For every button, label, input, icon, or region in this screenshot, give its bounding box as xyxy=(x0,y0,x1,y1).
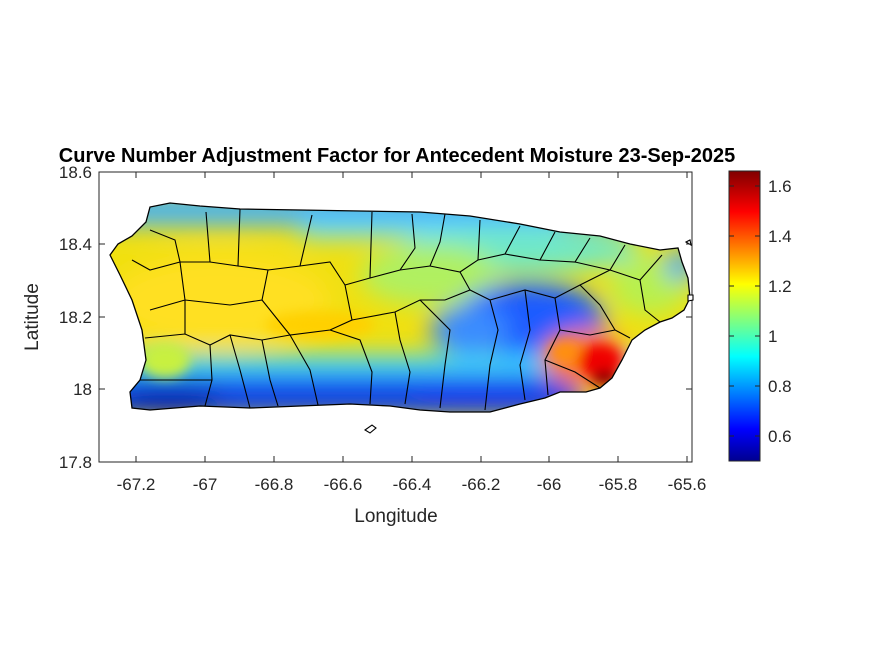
y-tick-label: 17.8 xyxy=(59,453,92,472)
x-tick-label: -66.2 xyxy=(462,475,501,494)
x-tick-label: -66 xyxy=(537,475,562,494)
x-tick-label: -65.6 xyxy=(668,475,707,494)
y-tick-label: 18.6 xyxy=(59,163,92,182)
x-tick-label: -67 xyxy=(193,475,218,494)
y-tick-label: 18.2 xyxy=(59,308,92,327)
x-tick-labels: -67.2 -67 -66.8 -66.6 -66.4 -66.2 -66 -6… xyxy=(117,475,707,494)
y-tick-label: 18 xyxy=(73,380,92,399)
map-title: Curve Number Adjustment Factor for Antec… xyxy=(59,145,735,167)
y-axis-label: Latitude xyxy=(22,283,43,351)
y-axis-ticks xyxy=(99,171,692,463)
colorbar-ticks xyxy=(729,185,760,437)
colorbar-tick-label: 1 xyxy=(768,327,777,346)
x-tick-label: -66.6 xyxy=(324,475,363,494)
municipality-boundaries xyxy=(131,208,663,411)
x-tick-label: -65.8 xyxy=(599,475,638,494)
x-axis-ticks xyxy=(135,172,688,462)
x-axis-label: Longitude xyxy=(354,506,437,527)
colorbar-tick-label: 1.4 xyxy=(768,227,792,246)
x-tick-label: -67.2 xyxy=(117,475,156,494)
colorbar-tick-label: 0.6 xyxy=(768,427,792,446)
colorbar-tick-label: 1.2 xyxy=(768,277,792,296)
colorbar-tick-label: 0.8 xyxy=(768,377,792,396)
x-tick-label: -66.8 xyxy=(255,475,294,494)
y-tick-label: 18.4 xyxy=(59,235,92,254)
colorbar-tick-label: 1.6 xyxy=(768,177,792,196)
colorbar-gradient xyxy=(728,170,761,462)
x-tick-label: -66.4 xyxy=(393,475,432,494)
colorbar: 1.6 1.4 1.2 1 0.8 0.6 xyxy=(728,170,792,462)
y-tick-labels: 18.6 18.4 18.2 18 17.8 xyxy=(59,163,92,472)
moisture-raster xyxy=(110,203,690,412)
